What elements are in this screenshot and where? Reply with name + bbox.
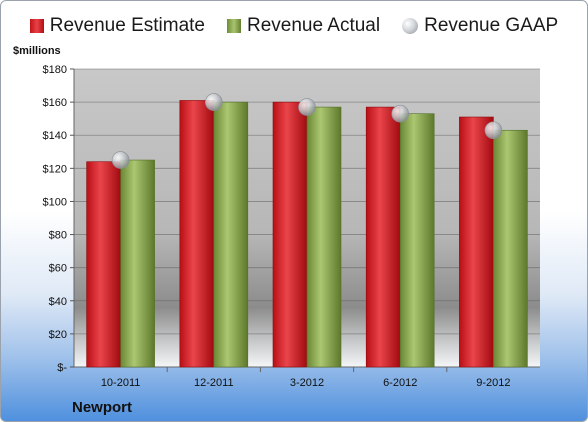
- y-tick-label: $120: [43, 163, 67, 175]
- legend-label-revenue-actual: Revenue Actual: [247, 15, 381, 36]
- y-tick-label: $20: [49, 329, 67, 341]
- bar-revenue-actual: [306, 106, 342, 368]
- bar-revenue-estimate: [272, 101, 308, 368]
- bar-revenue-actual: [399, 113, 435, 368]
- bar-revenue-estimate: [179, 100, 215, 368]
- bar-revenue-estimate: [86, 161, 121, 368]
- y-tick-label: $160: [43, 97, 67, 109]
- bar-revenue-estimate: [365, 106, 401, 368]
- bar-revenue-estimate: [459, 116, 494, 368]
- x-tick-label: 12-2011: [194, 377, 234, 389]
- bar-revenue-actual: [213, 101, 249, 368]
- marker-revenue-gaap: [391, 104, 410, 123]
- y-tick-label: $180: [43, 64, 67, 76]
- y-tick-label: $100: [43, 196, 67, 208]
- legend-swatch-revenue-estimate: [29, 19, 44, 33]
- chart-legend: Revenue Estimate Revenue Actual Revenue …: [1, 15, 587, 37]
- y-tick-label: $40: [49, 296, 67, 308]
- legend-swatch-revenue-actual: [227, 19, 241, 33]
- y-tick-label: $-: [57, 362, 67, 374]
- legend-label-revenue-estimate: Revenue Estimate: [49, 15, 205, 36]
- marker-revenue-gaap: [484, 121, 503, 140]
- bar-revenue-actual: [120, 159, 155, 368]
- marker-revenue-gaap: [205, 93, 223, 111]
- legend-item-revenue-estimate: Revenue Estimate: [29, 15, 205, 37]
- y-tick-label: $80: [49, 230, 67, 242]
- x-tick-label: 10-2011: [101, 377, 141, 389]
- legend-item-revenue-gaap: Revenue GAAP: [402, 15, 558, 37]
- company-name: Newport: [72, 399, 132, 416]
- x-tick-label: 9-2012: [476, 377, 510, 389]
- y-tick-label: $140: [43, 130, 67, 142]
- y-axis-unit-label: $millions: [13, 45, 61, 57]
- y-tick-label: $60: [49, 263, 67, 275]
- marker-revenue-gaap: [111, 151, 130, 169]
- x-tick-label: 3-2012: [290, 377, 324, 389]
- marker-revenue-gaap: [298, 98, 316, 116]
- bar-revenue-actual: [493, 129, 528, 368]
- legend-swatch-revenue-gaap: [402, 18, 419, 34]
- legend-item-revenue-actual: Revenue Actual: [227, 15, 380, 37]
- x-tick-label: 6-2012: [383, 377, 417, 389]
- legend-label-revenue-gaap: Revenue GAAP: [424, 15, 559, 36]
